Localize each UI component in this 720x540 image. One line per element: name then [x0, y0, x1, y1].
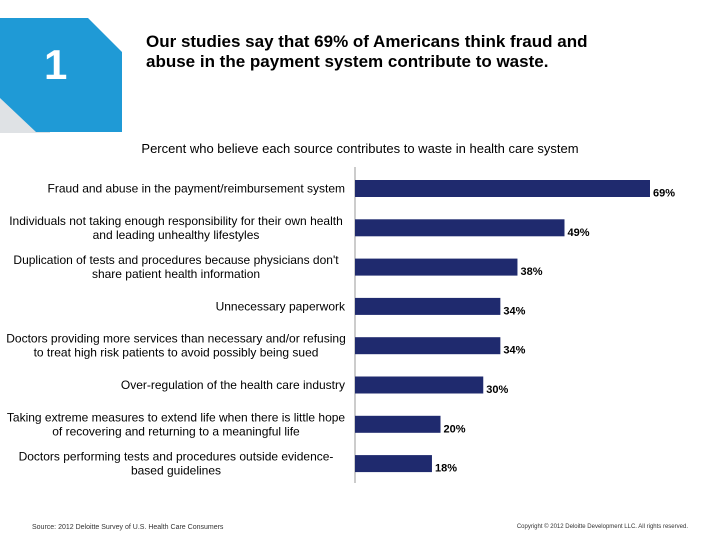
bar — [355, 376, 484, 394]
bar — [355, 415, 441, 433]
data-label: 34% — [503, 305, 525, 317]
data-label: 69% — [653, 188, 675, 200]
category-label: Duplication of tests and procedures beca… — [13, 253, 339, 267]
category-label: Over-regulation of the health care indus… — [121, 378, 345, 392]
source-note: Source: 2012 Deloitte Survey of U.S. Hea… — [32, 524, 224, 531]
category-label: Taking extreme measures to extend life w… — [7, 410, 346, 424]
category-label: to treat high risk patients to avoid pos… — [34, 346, 319, 360]
category-label: Fraud and abuse in the payment/reimburse… — [48, 182, 345, 196]
data-label: 34% — [503, 345, 525, 357]
data-label: 30% — [486, 384, 508, 396]
category-label: Doctors providing more services than nec… — [6, 332, 346, 346]
data-label: 18% — [435, 463, 457, 475]
section-badge — [0, 18, 122, 132]
category-label: Individuals not taking enough responsibi… — [9, 214, 343, 228]
category-label: of recovering and returning to a meaning… — [52, 424, 300, 438]
category-label: share patient health information — [92, 267, 260, 281]
category-label: and leading unhealthy lifestyles — [93, 228, 260, 242]
data-label: 20% — [444, 423, 466, 435]
bar — [355, 219, 565, 237]
bar — [355, 337, 501, 355]
category-label: Unnecessary paperwork — [216, 299, 346, 313]
category-label: based guidelines — [131, 464, 221, 478]
chart-title: Percent who believe each source contribu… — [141, 141, 579, 156]
copyright-note: Copyright © 2012 Deloitte Development LL… — [516, 524, 688, 530]
bar — [355, 180, 650, 197]
bar — [355, 258, 518, 276]
bar — [355, 455, 432, 473]
category-label: Doctors performing tests and procedures … — [19, 450, 334, 464]
data-label: 49% — [567, 227, 589, 239]
data-label: 38% — [520, 266, 542, 278]
bar-chart: 69% Fraud and abuse in the payment/reimbu… — [6, 167, 675, 483]
headline: Our studies say that 69% of Americans th… — [146, 32, 588, 71]
bar — [355, 297, 501, 315]
section-number: 1 — [44, 41, 68, 88]
